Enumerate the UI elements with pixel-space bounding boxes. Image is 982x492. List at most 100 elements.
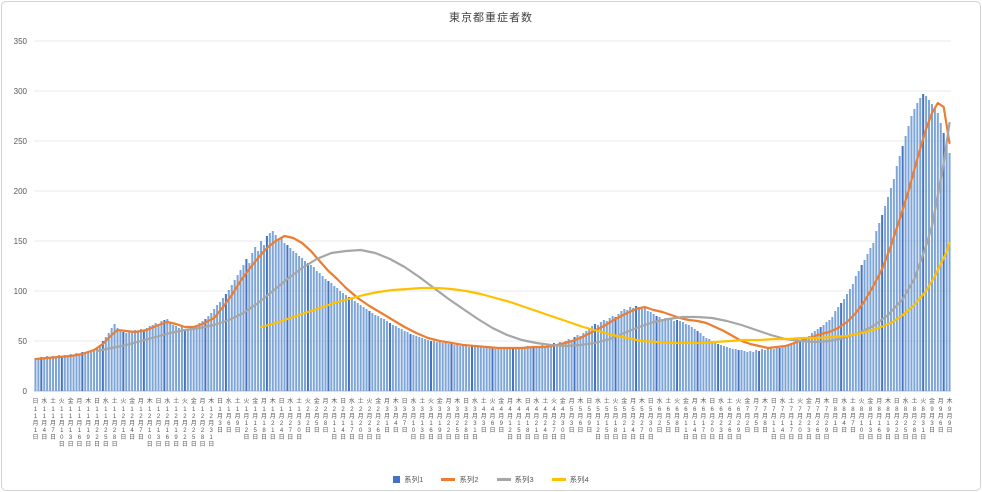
bar[interactable] — [684, 324, 687, 391]
bar[interactable] — [306, 263, 309, 391]
bar[interactable] — [942, 133, 945, 391]
bar[interactable] — [148, 326, 151, 391]
bar[interactable] — [482, 347, 485, 391]
bar[interactable] — [230, 285, 233, 391]
bar[interactable] — [591, 326, 594, 391]
bar[interactable] — [301, 258, 304, 391]
bar[interactable] — [848, 289, 851, 391]
bar[interactable] — [933, 108, 936, 391]
bar[interactable] — [690, 327, 693, 391]
bar[interactable] — [889, 188, 892, 391]
bar[interactable] — [784, 347, 787, 391]
bar[interactable] — [122, 332, 125, 391]
bar[interactable] — [555, 344, 558, 391]
bar[interactable] — [658, 317, 661, 391]
bar[interactable] — [637, 307, 640, 391]
bar[interactable] — [371, 313, 374, 391]
bar[interactable] — [561, 343, 564, 391]
bar[interactable] — [538, 347, 541, 391]
bar[interactable] — [386, 321, 389, 391]
bar[interactable] — [544, 346, 547, 391]
bar[interactable] — [875, 231, 878, 391]
bar[interactable] — [763, 350, 766, 391]
bar[interactable] — [172, 325, 175, 391]
bar[interactable] — [635, 306, 638, 391]
bar[interactable] — [643, 308, 646, 391]
bar[interactable] — [63, 355, 66, 391]
bar[interactable] — [52, 356, 55, 391]
bar[interactable] — [778, 348, 781, 391]
bar[interactable] — [626, 310, 629, 391]
bar[interactable] — [418, 337, 421, 391]
bar[interactable] — [743, 351, 746, 391]
bar[interactable] — [588, 329, 591, 391]
bar[interactable] — [277, 240, 280, 391]
bar[interactable] — [907, 126, 910, 391]
bar[interactable] — [233, 280, 236, 391]
bar[interactable] — [605, 321, 608, 391]
bar[interactable] — [342, 293, 345, 391]
bar[interactable] — [755, 350, 758, 391]
bar[interactable] — [775, 347, 778, 391]
bar[interactable] — [599, 322, 602, 391]
bar[interactable] — [485, 348, 488, 391]
bar[interactable] — [169, 322, 172, 391]
bar[interactable] — [919, 98, 922, 391]
bar[interactable] — [843, 299, 846, 391]
bar[interactable] — [34, 358, 37, 391]
bar[interactable] — [292, 251, 295, 391]
bar[interactable] — [623, 309, 626, 391]
bar[interactable] — [813, 331, 816, 391]
bar[interactable] — [280, 238, 283, 391]
bar[interactable] — [198, 323, 201, 391]
bar[interactable] — [702, 336, 705, 391]
bar[interactable] — [655, 316, 658, 391]
bar[interactable] — [831, 317, 834, 391]
bar[interactable] — [145, 328, 148, 391]
bar[interactable] — [740, 350, 743, 391]
bar[interactable] — [66, 356, 69, 391]
bar[interactable] — [400, 329, 403, 391]
bar[interactable] — [54, 357, 57, 391]
bar[interactable] — [424, 339, 427, 391]
bar[interactable] — [350, 299, 353, 391]
bar[interactable] — [178, 328, 181, 391]
bar[interactable] — [333, 286, 336, 391]
bar[interactable] — [705, 338, 708, 391]
bar[interactable] — [362, 307, 365, 391]
bar[interactable] — [49, 357, 52, 391]
bar[interactable] — [429, 341, 432, 391]
bar[interactable] — [796, 340, 799, 391]
bar[interactable] — [116, 328, 119, 391]
bar[interactable] — [567, 339, 570, 391]
bar[interactable] — [125, 333, 128, 391]
bar[interactable] — [84, 353, 87, 391]
bar[interactable] — [895, 166, 898, 391]
bar[interactable] — [242, 265, 245, 391]
bar[interactable] — [216, 305, 219, 391]
bar[interactable] — [470, 346, 473, 391]
bar[interactable] — [514, 347, 517, 391]
bar[interactable] — [728, 348, 731, 391]
bar[interactable] — [901, 146, 904, 391]
bar[interactable] — [368, 311, 371, 391]
bar[interactable] — [128, 331, 131, 391]
bar[interactable] — [611, 316, 614, 391]
bar[interactable] — [790, 343, 793, 391]
bar[interactable] — [421, 338, 424, 391]
bar[interactable] — [602, 320, 605, 391]
bar[interactable] — [163, 320, 166, 391]
bar[interactable] — [113, 324, 116, 391]
bar[interactable] — [221, 298, 224, 391]
bar[interactable] — [345, 295, 348, 391]
bar[interactable] — [816, 329, 819, 391]
bar[interactable] — [78, 354, 81, 391]
bar[interactable] — [210, 313, 213, 391]
bar[interactable] — [734, 349, 737, 391]
bar[interactable] — [761, 349, 764, 391]
bar[interactable] — [769, 348, 772, 391]
bar[interactable] — [582, 333, 585, 391]
bar[interactable] — [737, 350, 740, 391]
bar[interactable] — [365, 309, 368, 391]
bar[interactable] — [353, 301, 356, 391]
